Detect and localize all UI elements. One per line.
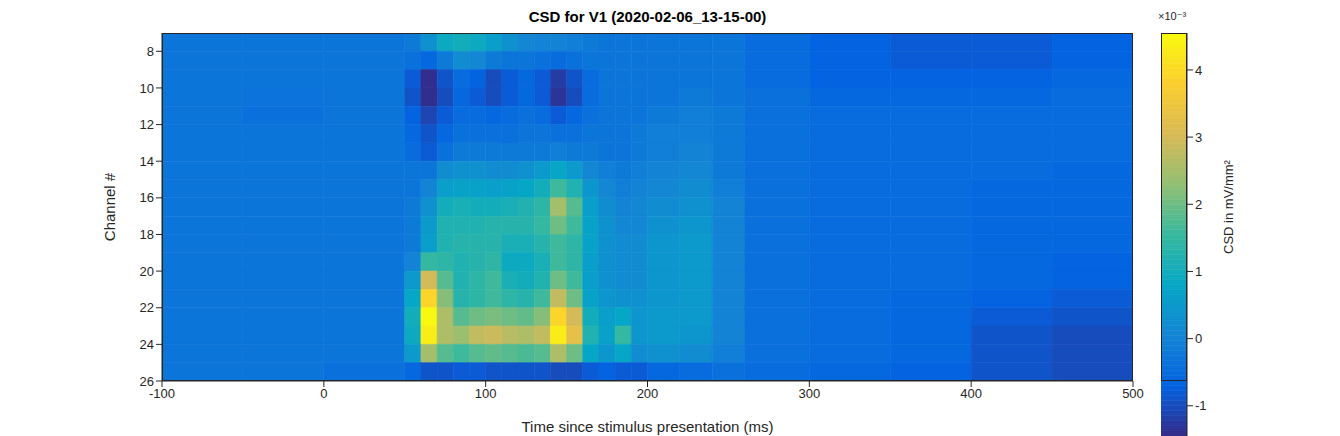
html-text:×10⁻³: ×10⁻³ [1158, 10, 1187, 22]
svg-text:18: 18 [140, 227, 154, 242]
svg-text:200: 200 [637, 386, 659, 401]
svg-text:20: 20 [140, 264, 154, 279]
svg-text:10: 10 [140, 81, 154, 96]
svg-text:1: 1 [1195, 264, 1202, 279]
svg-text:2: 2 [1195, 197, 1202, 212]
svg-text:500: 500 [1122, 386, 1144, 401]
html-text:CSD in mV/mm²: CSD in mV/mm² [1220, 160, 1236, 254]
svg-text:Channel #: Channel # [101, 172, 118, 241]
svg-text:8: 8 [147, 44, 154, 59]
svg-text:Time since stimulus presentati: Time since stimulus presentation (ms) [521, 418, 773, 435]
svg-text:0: 0 [1195, 331, 1202, 346]
svg-text:14: 14 [140, 154, 154, 169]
svg-text:12: 12 [140, 117, 154, 132]
svg-text:-1: -1 [1195, 398, 1207, 413]
svg-text:22: 22 [140, 300, 154, 315]
svg-text:16: 16 [140, 190, 154, 205]
svg-text:24: 24 [140, 337, 154, 352]
svg-text:-100: -100 [149, 386, 175, 402]
svg-text:0: 0 [320, 386, 327, 401]
html-text:CSD for V1 (2020-02-06_13-15-0: CSD for V1 (2020-02-06_13-15-00) [528, 8, 767, 25]
svg-text:3: 3 [1195, 130, 1202, 145]
svg-text:4: 4 [1195, 63, 1202, 78]
svg-text:100: 100 [475, 386, 497, 401]
svg-text:300: 300 [798, 386, 820, 401]
svg-text:400: 400 [960, 386, 982, 401]
svg-text:26: 26 [140, 374, 154, 389]
